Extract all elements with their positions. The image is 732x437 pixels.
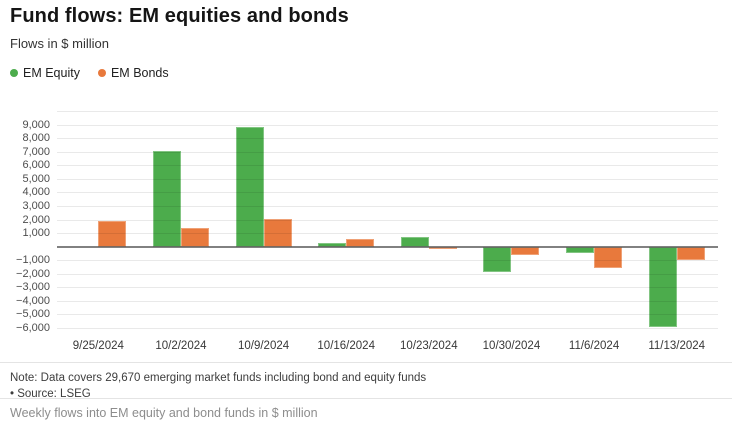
caption-text: Weekly flows into EM equity and bond fun… [10,406,318,420]
gridline [57,273,718,275]
y-tick-label: 1,000 [22,227,50,240]
gridline [57,151,718,153]
gridline [57,205,718,207]
gridline [57,111,718,112]
y-tick-label: −3,000 [16,281,50,294]
gridline [57,314,718,316]
chart-title: Fund flows: EM equities and bonds [10,5,349,27]
legend-item-em-bonds: EM Bonds [97,66,169,80]
em-bonds-dot-icon [97,69,106,77]
gridline [57,124,718,126]
y-tick-label: 2,000 [22,213,50,226]
notes-block: Note: Data covers 29,670 emerging market… [0,362,732,402]
gridline [57,165,718,167]
note-text: Note: Data covers 29,670 emerging market… [10,372,427,384]
x-axis: 9/25/2024 10/2/2024 10/9/2024 10/16/2024 10/… [57,340,718,356]
gridline [57,138,718,140]
x-axis-label: 10/23/2024 [400,340,458,352]
em-equity-bar-11/13/2024 [648,246,677,327]
y-tick-label: −4,000 [16,294,50,307]
gridline [57,178,718,180]
x-axis-label: 11/6/2024 [568,340,620,352]
y-tick-label: −2,000 [16,267,50,280]
gridline [57,260,718,262]
em-equity-bar-10/2/2024 [152,151,181,247]
y-tick-label: 3,000 [22,199,50,212]
gridline [57,300,718,302]
em-equity-bar-10/9/2024 [235,126,264,247]
y-tick-label: −1,000 [16,254,50,267]
chart-subtitle: Flows in $ million [10,36,109,51]
em-equity-bar-10/23/2024 [400,237,429,247]
legend-label-em-equity: EM Equity [23,66,80,80]
y-axis: 9,000 8,000 7,000 6,000 5,000 4,000 3,000 2,000… [0,111,50,334]
em-bonds-bar-10/2/2024 [180,227,209,247]
em-bonds-bar-11/13/2024 [676,246,705,260]
em-bonds-bar-10/23/2024 [428,246,457,249]
em-equity-bar-10/16/2024 [318,242,347,247]
em-bonds-bar-10/30/2024 [511,246,540,255]
x-axis-label: 11/13/2024 [648,340,706,352]
em-equity-bar-11/6/2024 [566,246,595,254]
y-tick-label: 4,000 [22,186,50,199]
source-text: • Source: LSEG [10,387,91,400]
caption-block: Weekly flows into EM equity and bond fun… [0,398,732,420]
y-tick-label: 8,000 [22,132,50,145]
x-axis-label: 10/30/2024 [482,340,541,352]
y-tick-label: 6,000 [22,159,50,172]
em-bonds-bar-10/9/2024 [263,218,292,247]
y-tick-label: 5,000 [22,172,50,185]
gridline [57,233,718,235]
legend-label-em-bonds: EM Bonds [110,66,169,80]
y-tick-label: 9,000 [22,118,50,131]
gridline [57,219,718,221]
em-bonds-bar-10/16/2024 [346,239,375,247]
gridline [57,192,718,194]
em-bonds-bar-9/25/2024 [98,220,127,247]
y-tick-label: 7,000 [22,145,50,158]
y-tick-label: −5,000 [16,308,50,321]
legend: EM Equity EM Bonds [10,66,169,80]
gridline [57,328,718,329]
x-axis-label: 10/9/2024 [237,340,290,352]
em-equity-dot-icon [10,69,18,77]
y-tick-label: −6,000 [16,322,50,334]
em-equity-bar-10/30/2024 [483,246,512,273]
legend-item-em-equity: EM Equity [10,66,80,80]
x-axis-label: 10/2/2024 [155,340,207,352]
zero-baseline [57,245,718,248]
x-axis-label: 9/25/2024 [72,340,124,352]
em-bonds-bar-11/6/2024 [594,246,623,269]
gridline [57,287,718,289]
plot-area [57,111,718,329]
x-axis-label: 10/16/2024 [317,340,375,352]
